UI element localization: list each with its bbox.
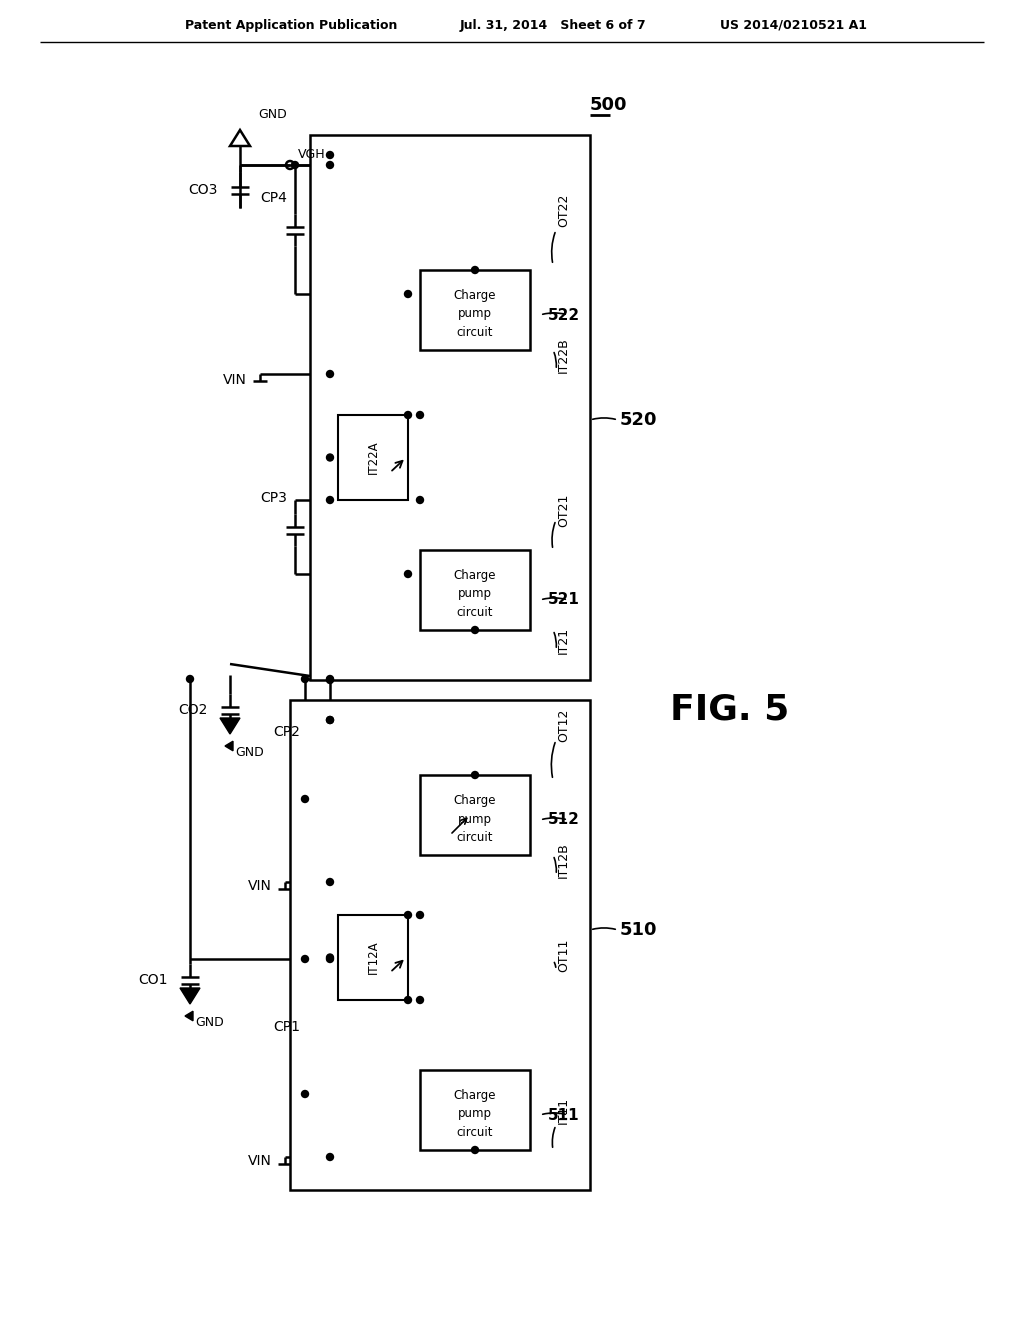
Polygon shape bbox=[230, 129, 250, 147]
Bar bbox=[338, 915, 408, 1001]
Text: OT21: OT21 bbox=[557, 494, 570, 527]
Text: Charge: Charge bbox=[454, 1089, 497, 1102]
Text: CP2: CP2 bbox=[273, 725, 300, 739]
Text: Jul. 31, 2014   Sheet 6 of 7: Jul. 31, 2014 Sheet 6 of 7 bbox=[460, 18, 646, 32]
Circle shape bbox=[471, 267, 478, 273]
Circle shape bbox=[327, 676, 334, 682]
Circle shape bbox=[471, 627, 478, 634]
Text: 512: 512 bbox=[548, 813, 580, 828]
Circle shape bbox=[327, 717, 334, 723]
Circle shape bbox=[471, 1147, 478, 1154]
Text: 521: 521 bbox=[548, 593, 580, 607]
Circle shape bbox=[292, 161, 299, 169]
Text: IT11: IT11 bbox=[557, 1097, 570, 1123]
Circle shape bbox=[404, 912, 412, 919]
Text: VGH: VGH bbox=[298, 149, 326, 161]
Circle shape bbox=[327, 161, 334, 169]
Circle shape bbox=[404, 412, 412, 418]
Circle shape bbox=[417, 912, 424, 919]
Text: 500: 500 bbox=[590, 96, 628, 114]
Circle shape bbox=[327, 879, 334, 886]
Bar bbox=[420, 550, 530, 630]
Circle shape bbox=[301, 1090, 308, 1097]
Text: Charge: Charge bbox=[454, 569, 497, 582]
Text: CO3: CO3 bbox=[188, 183, 218, 197]
Polygon shape bbox=[180, 987, 200, 1005]
Text: circuit: circuit bbox=[457, 606, 494, 619]
Text: 522: 522 bbox=[548, 308, 581, 322]
Circle shape bbox=[417, 412, 424, 418]
Text: CP3: CP3 bbox=[260, 491, 287, 506]
Text: GND: GND bbox=[195, 1015, 224, 1028]
Text: IT22A: IT22A bbox=[367, 441, 380, 474]
Text: VIN: VIN bbox=[248, 879, 272, 894]
Text: 510: 510 bbox=[620, 921, 657, 939]
Text: VIN: VIN bbox=[223, 374, 247, 387]
Circle shape bbox=[327, 956, 334, 962]
Text: OT12: OT12 bbox=[557, 709, 570, 742]
Circle shape bbox=[404, 997, 412, 1003]
Bar bbox=[420, 1071, 530, 1150]
Text: Charge: Charge bbox=[454, 795, 497, 807]
Circle shape bbox=[327, 717, 334, 723]
Text: pump: pump bbox=[458, 308, 492, 321]
Circle shape bbox=[404, 290, 412, 297]
Text: IT22B: IT22B bbox=[557, 337, 570, 372]
Text: GND: GND bbox=[258, 108, 287, 121]
Circle shape bbox=[186, 676, 194, 682]
Circle shape bbox=[301, 796, 308, 803]
Text: FIG. 5: FIG. 5 bbox=[671, 693, 790, 727]
Text: OT22: OT22 bbox=[557, 193, 570, 227]
Text: GND: GND bbox=[234, 746, 264, 759]
Bar bbox=[310, 135, 590, 680]
Circle shape bbox=[327, 152, 334, 158]
Text: IT12A: IT12A bbox=[367, 941, 380, 974]
Text: circuit: circuit bbox=[457, 830, 494, 843]
Circle shape bbox=[327, 496, 334, 503]
Text: CP4: CP4 bbox=[260, 191, 287, 205]
Circle shape bbox=[327, 371, 334, 378]
Text: CO2: CO2 bbox=[178, 704, 208, 717]
Text: CO1: CO1 bbox=[138, 973, 168, 987]
Circle shape bbox=[471, 771, 478, 779]
Circle shape bbox=[327, 1154, 334, 1160]
Polygon shape bbox=[185, 1011, 193, 1020]
Text: US 2014/0210521 A1: US 2014/0210521 A1 bbox=[720, 18, 867, 32]
Text: 511: 511 bbox=[548, 1107, 580, 1122]
Circle shape bbox=[301, 676, 308, 682]
Circle shape bbox=[301, 956, 308, 962]
Polygon shape bbox=[225, 742, 233, 751]
Bar bbox=[420, 271, 530, 350]
Text: OT11: OT11 bbox=[557, 939, 570, 972]
Text: Charge: Charge bbox=[454, 289, 497, 302]
Circle shape bbox=[327, 454, 334, 461]
Text: IT21: IT21 bbox=[557, 627, 570, 653]
Text: pump: pump bbox=[458, 813, 492, 825]
Text: IT12B: IT12B bbox=[557, 842, 570, 878]
Circle shape bbox=[327, 954, 334, 961]
Text: pump: pump bbox=[458, 587, 492, 601]
Bar bbox=[290, 700, 590, 1191]
Bar bbox=[420, 775, 530, 855]
Text: circuit: circuit bbox=[457, 1126, 494, 1139]
Circle shape bbox=[404, 570, 412, 578]
Circle shape bbox=[327, 676, 334, 684]
Text: 520: 520 bbox=[620, 411, 657, 429]
Circle shape bbox=[417, 997, 424, 1003]
Text: VIN: VIN bbox=[248, 1154, 272, 1168]
Polygon shape bbox=[220, 718, 240, 734]
Text: Patent Application Publication: Patent Application Publication bbox=[185, 18, 397, 32]
Text: pump: pump bbox=[458, 1107, 492, 1121]
Text: CP1: CP1 bbox=[273, 1020, 300, 1034]
Text: circuit: circuit bbox=[457, 326, 494, 339]
Circle shape bbox=[417, 496, 424, 503]
Bar bbox=[338, 414, 408, 500]
